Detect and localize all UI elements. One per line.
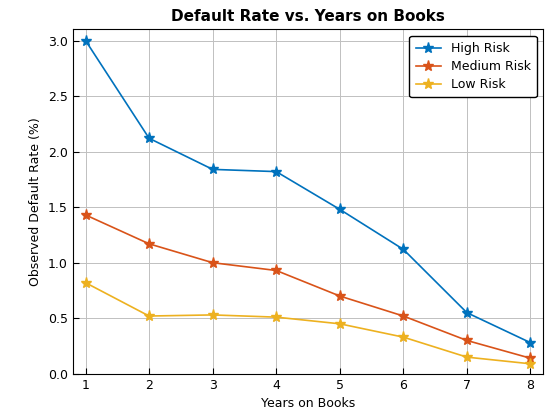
Low Risk: [82, 280, 89, 285]
Low Risk: [464, 354, 470, 360]
High Risk: [527, 340, 534, 345]
Medium Risk: [209, 260, 216, 265]
Y-axis label: Observed Default Rate (%): Observed Default Rate (%): [29, 117, 43, 286]
High Risk: [273, 169, 279, 174]
High Risk: [82, 38, 89, 43]
High Risk: [337, 207, 343, 212]
Medium Risk: [464, 338, 470, 343]
Line: High Risk: High Risk: [80, 35, 536, 348]
High Risk: [464, 310, 470, 315]
Low Risk: [146, 313, 152, 318]
High Risk: [209, 167, 216, 172]
Title: Default Rate vs. Years on Books: Default Rate vs. Years on Books: [171, 9, 445, 24]
Low Risk: [209, 312, 216, 318]
Legend: High Risk, Medium Risk, Low Risk: High Risk, Medium Risk, Low Risk: [409, 36, 537, 97]
Low Risk: [527, 361, 534, 366]
Medium Risk: [146, 241, 152, 247]
Medium Risk: [400, 313, 407, 318]
High Risk: [400, 247, 407, 252]
Low Risk: [337, 321, 343, 326]
Medium Risk: [527, 356, 534, 361]
Medium Risk: [82, 213, 89, 218]
Low Risk: [400, 335, 407, 340]
Medium Risk: [273, 268, 279, 273]
Medium Risk: [337, 294, 343, 299]
X-axis label: Years on Books: Years on Books: [261, 397, 355, 410]
Line: Low Risk: Low Risk: [80, 277, 536, 369]
High Risk: [146, 136, 152, 141]
Line: Medium Risk: Medium Risk: [80, 210, 536, 364]
Low Risk: [273, 315, 279, 320]
